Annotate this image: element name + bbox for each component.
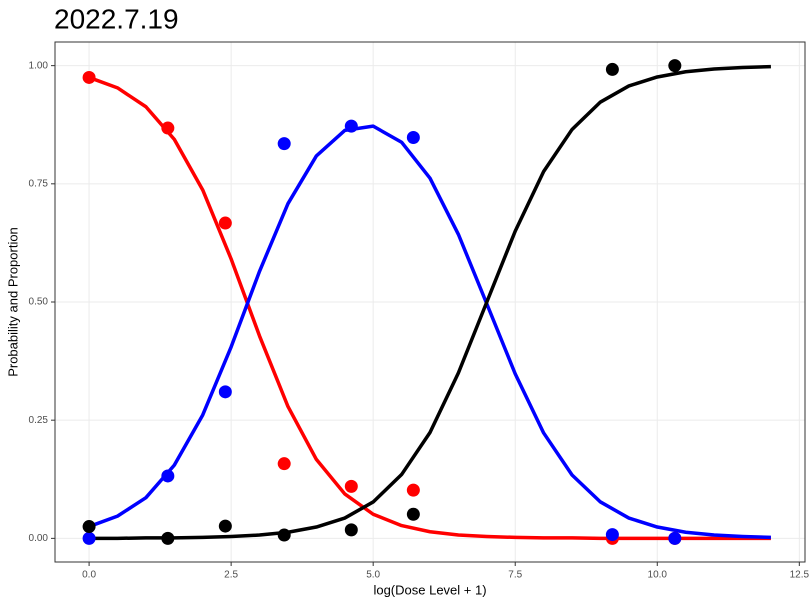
x-axis-title: log(Dose Level + 1) <box>373 582 486 597</box>
x-tick-label: 0.0 <box>82 570 96 581</box>
y-axis-title: Probability and Proportion <box>5 227 20 377</box>
data-point <box>406 130 420 144</box>
x-tick-label: 7.5 <box>508 570 522 581</box>
data-point <box>161 469 175 483</box>
data-point <box>344 479 358 493</box>
data-point <box>218 519 232 533</box>
data-point <box>277 137 291 151</box>
y-tick-label: 0.75 <box>29 178 49 189</box>
y-tick-label: 1.00 <box>29 60 49 71</box>
data-point <box>277 528 291 542</box>
fit-curve <box>88 75 771 541</box>
chart-title: 2022.7.19 <box>54 3 179 34</box>
data-point <box>668 59 682 73</box>
data-point <box>605 62 619 76</box>
y-tick-label: 0.25 <box>29 415 49 426</box>
fit-curve <box>89 64 771 541</box>
x-tick-label: 12.5 <box>790 570 810 581</box>
data-point <box>406 507 420 521</box>
y-tick-label: 0.00 <box>29 533 49 544</box>
data-point <box>161 121 175 135</box>
data-point <box>82 520 96 534</box>
data-point <box>82 531 96 545</box>
x-tick-label: 2.5 <box>224 570 238 581</box>
fit-curve <box>88 124 771 540</box>
data-point <box>344 523 358 537</box>
data-point <box>668 531 682 545</box>
x-tick-label: 5.0 <box>366 570 380 581</box>
y-tick-label: 0.50 <box>29 297 49 308</box>
data-point <box>344 119 358 133</box>
data-point <box>218 216 232 230</box>
data-point <box>218 385 232 399</box>
x-tick-label: 10.0 <box>648 570 668 581</box>
data-point <box>82 70 96 84</box>
data-point <box>406 483 420 497</box>
panel-border <box>54 41 806 563</box>
data-point <box>605 528 619 542</box>
data-point <box>161 531 175 545</box>
data-point <box>277 457 291 471</box>
